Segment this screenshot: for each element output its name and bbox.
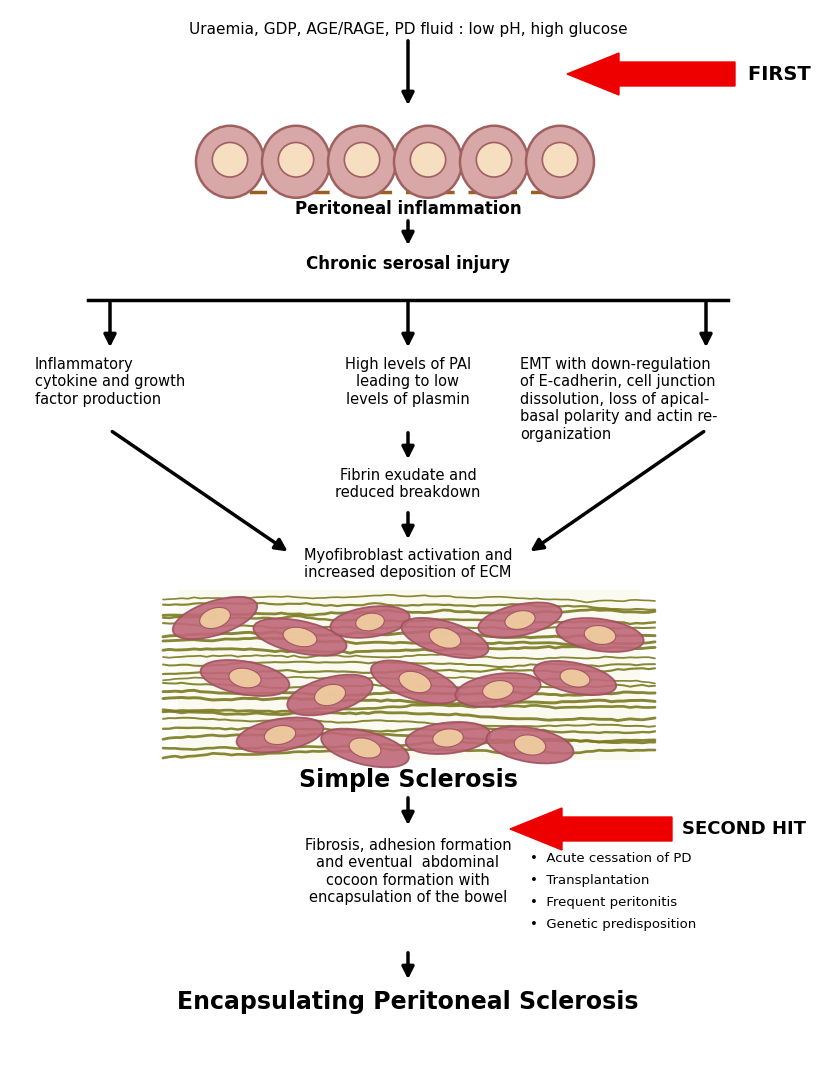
Ellipse shape bbox=[560, 669, 590, 687]
Ellipse shape bbox=[314, 685, 345, 705]
Ellipse shape bbox=[557, 618, 644, 652]
Ellipse shape bbox=[254, 619, 347, 656]
Text: •  Transplantation: • Transplantation bbox=[530, 874, 650, 887]
Ellipse shape bbox=[478, 603, 561, 637]
FancyArrow shape bbox=[510, 808, 672, 850]
Ellipse shape bbox=[237, 717, 323, 753]
Text: •  Genetic predisposition: • Genetic predisposition bbox=[530, 918, 696, 931]
Text: Uraemia, GDP, AGE/RAGE, PD fluid : low pH, high glucose: Uraemia, GDP, AGE/RAGE, PD fluid : low p… bbox=[188, 22, 628, 37]
Text: •  Frequent peritonitis: • Frequent peritonitis bbox=[530, 896, 677, 909]
Ellipse shape bbox=[460, 125, 528, 198]
Ellipse shape bbox=[534, 661, 616, 696]
Ellipse shape bbox=[410, 143, 446, 177]
Ellipse shape bbox=[526, 125, 594, 198]
Ellipse shape bbox=[543, 143, 578, 177]
Ellipse shape bbox=[399, 672, 431, 692]
Ellipse shape bbox=[283, 627, 317, 647]
Ellipse shape bbox=[432, 729, 463, 747]
Ellipse shape bbox=[264, 726, 295, 744]
Text: Simple Sclerosis: Simple Sclerosis bbox=[299, 768, 517, 792]
Ellipse shape bbox=[278, 143, 313, 177]
Text: FIRST HIT: FIRST HIT bbox=[748, 65, 816, 83]
Ellipse shape bbox=[356, 613, 384, 631]
Ellipse shape bbox=[330, 606, 410, 638]
Ellipse shape bbox=[322, 729, 409, 768]
Bar bbox=[178, 590, 640, 760]
Text: Fibrin exudate and
reduced breakdown: Fibrin exudate and reduced breakdown bbox=[335, 468, 481, 500]
Ellipse shape bbox=[584, 625, 616, 645]
Ellipse shape bbox=[394, 125, 462, 198]
Ellipse shape bbox=[486, 727, 574, 764]
Text: Fibrosis, adhesion formation
and eventual  abdominal
cocoon formation with
encap: Fibrosis, adhesion formation and eventua… bbox=[304, 838, 512, 905]
Ellipse shape bbox=[505, 610, 535, 630]
Text: Inflammatory
cytokine and growth
factor production: Inflammatory cytokine and growth factor … bbox=[35, 357, 185, 407]
Ellipse shape bbox=[328, 125, 396, 198]
Ellipse shape bbox=[477, 143, 512, 177]
Text: Chronic serosal injury: Chronic serosal injury bbox=[306, 255, 510, 273]
Ellipse shape bbox=[514, 734, 546, 755]
Ellipse shape bbox=[371, 661, 459, 703]
Ellipse shape bbox=[196, 125, 264, 198]
Ellipse shape bbox=[201, 660, 290, 696]
Ellipse shape bbox=[349, 738, 381, 758]
Ellipse shape bbox=[287, 675, 373, 715]
Text: Peritoneal inflammation: Peritoneal inflammation bbox=[295, 200, 521, 218]
Ellipse shape bbox=[173, 597, 257, 639]
Ellipse shape bbox=[212, 143, 248, 177]
Ellipse shape bbox=[455, 673, 541, 707]
Ellipse shape bbox=[229, 669, 261, 688]
Ellipse shape bbox=[401, 618, 489, 658]
FancyArrow shape bbox=[567, 53, 735, 95]
Ellipse shape bbox=[262, 125, 330, 198]
Text: EMT with down-regulation
of E-cadherin, cell junction
dissolution, loss of apica: EMT with down-regulation of E-cadherin, … bbox=[520, 357, 717, 442]
Text: Encapsulating Peritoneal Sclerosis: Encapsulating Peritoneal Sclerosis bbox=[177, 990, 639, 1014]
Ellipse shape bbox=[429, 627, 461, 648]
Ellipse shape bbox=[406, 721, 490, 754]
Ellipse shape bbox=[344, 143, 379, 177]
Ellipse shape bbox=[482, 680, 513, 700]
Ellipse shape bbox=[200, 607, 230, 629]
Text: SECOND HIT: SECOND HIT bbox=[682, 820, 806, 838]
Text: High levels of PAI
leading to low
levels of plasmin: High levels of PAI leading to low levels… bbox=[345, 357, 471, 407]
Text: Myofibroblast activation and
increased deposition of ECM: Myofibroblast activation and increased d… bbox=[304, 548, 512, 580]
Text: •  Acute cessation of PD: • Acute cessation of PD bbox=[530, 852, 691, 865]
